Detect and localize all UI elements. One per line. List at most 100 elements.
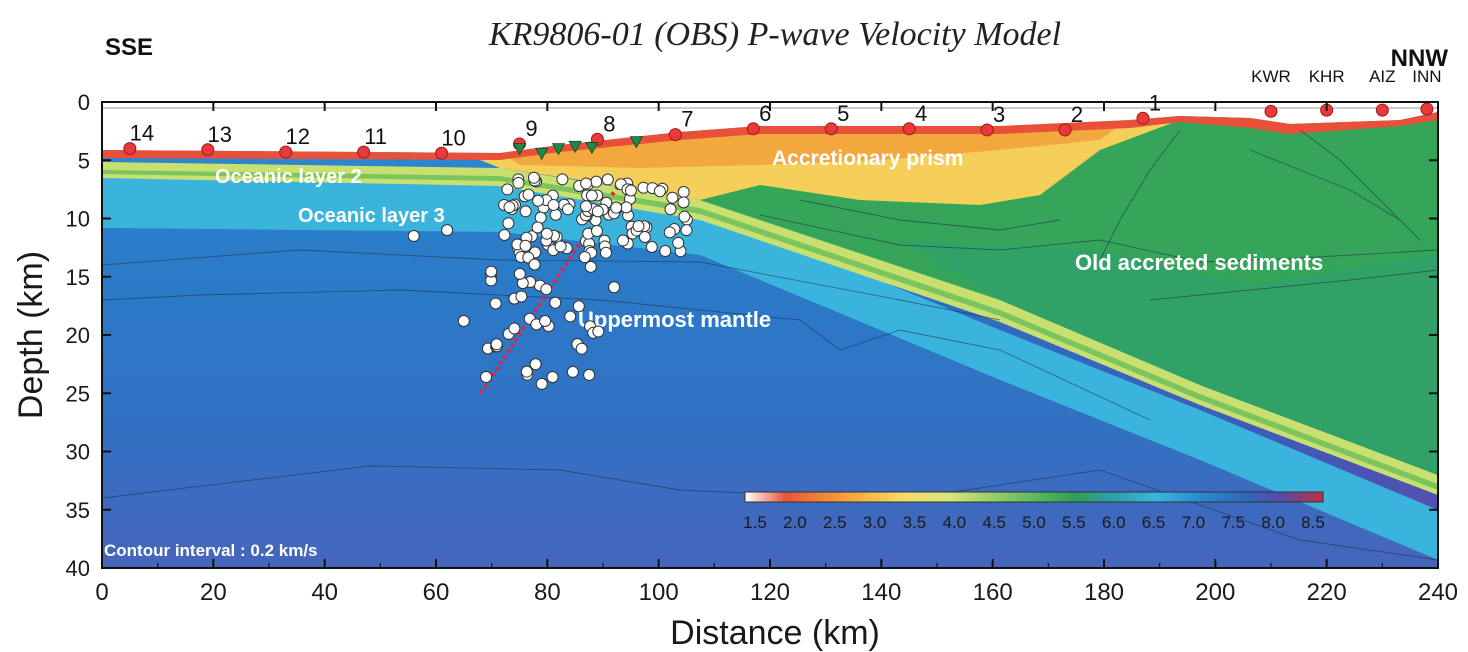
x-tick-label: 220 xyxy=(1307,579,1347,606)
x-tick-label: 100 xyxy=(639,579,679,606)
hypocenter xyxy=(520,365,533,378)
hypocenter xyxy=(508,322,521,335)
hypocenter xyxy=(624,184,637,197)
colorbar-label: 2.0 xyxy=(783,513,807,532)
hypocenter xyxy=(512,176,525,189)
colorbar-label: 6.0 xyxy=(1102,513,1126,532)
hypocenter xyxy=(590,224,603,237)
hypocenter xyxy=(531,221,544,234)
colorbar-label: 8.0 xyxy=(1261,513,1285,532)
hypocenter xyxy=(664,203,677,216)
water-column xyxy=(102,102,1438,153)
x-tick-label: 140 xyxy=(861,579,901,606)
figure-title: KR9806-01 (OBS) P-wave Velocity Model xyxy=(488,16,1061,53)
obs-station-label: 10 xyxy=(441,125,465,150)
old-accreted-deep xyxy=(900,240,1438,475)
x-tick-label: 120 xyxy=(750,579,790,606)
hypocenter xyxy=(539,315,552,328)
hypocenter xyxy=(561,203,574,216)
hypocenter xyxy=(489,297,502,310)
y-tick-label: 10 xyxy=(66,207,90,232)
oceanic-layer-2-region xyxy=(102,162,1438,495)
hypocenter xyxy=(620,201,633,214)
obs-station xyxy=(279,145,293,159)
hypocenter xyxy=(566,365,579,378)
label-accretionary-prism: Accretionary prism xyxy=(772,147,963,170)
y-tick-label: 40 xyxy=(66,556,90,581)
y-tick-label: 5 xyxy=(78,148,90,173)
oceanic-layer-2-core xyxy=(102,170,1438,490)
hypocenter xyxy=(547,198,560,211)
obs-station xyxy=(668,128,682,142)
land-station-label: KWR xyxy=(1251,67,1291,86)
land-station-label: AIZ xyxy=(1369,67,1395,86)
hypocenter xyxy=(549,208,562,221)
colorbar-label: 6.5 xyxy=(1142,513,1166,532)
y-tick-label: 20 xyxy=(66,323,90,348)
hypocenter xyxy=(672,236,685,249)
colorbar-label: 2.5 xyxy=(823,513,847,532)
hypocenter xyxy=(663,226,676,239)
shot-marker xyxy=(551,143,566,156)
x-tick-label: 160 xyxy=(973,579,1013,606)
hypocenter xyxy=(515,290,528,303)
hypocenter xyxy=(666,191,679,204)
hypocenter xyxy=(502,217,515,230)
obs-station xyxy=(824,122,838,136)
hypocenter xyxy=(617,234,630,247)
hypocenter xyxy=(529,358,542,371)
obs-station xyxy=(980,123,994,137)
hypocenter xyxy=(601,173,614,186)
hypocenter xyxy=(527,171,540,184)
hypocenter xyxy=(653,185,666,198)
hypocenter xyxy=(522,188,535,201)
shot-marker xyxy=(585,142,599,155)
obs-station-label: 4 xyxy=(915,101,927,126)
hypocenter xyxy=(485,265,498,278)
contour-lines xyxy=(102,129,1438,561)
right-direction-label: NNW xyxy=(1391,45,1449,72)
colorbar-label: 3.5 xyxy=(903,513,927,532)
hypocenter xyxy=(680,224,693,237)
hypocenter xyxy=(503,201,516,214)
colorbar: 1.5 2.0 2.5 3.0 3.5 4.0 4.5 5.0 5.5 6.0 6.5 7.0 7.5 8… xyxy=(743,491,1325,532)
hypocenter xyxy=(519,205,532,218)
colorbar-gradient xyxy=(744,491,1324,503)
hypocenter xyxy=(441,224,454,237)
hypocenter xyxy=(590,175,603,188)
obs-station-label: 11 xyxy=(364,124,387,149)
hypocenter xyxy=(554,240,567,253)
hypocenter xyxy=(584,260,597,273)
shot-marker xyxy=(568,140,582,154)
hypocenter xyxy=(407,229,420,242)
obs-station-label: 9 xyxy=(525,116,537,141)
y-tick-label: 35 xyxy=(66,498,90,523)
obs-station xyxy=(746,122,760,136)
land-station xyxy=(1420,102,1434,116)
hypocenter xyxy=(677,196,690,209)
obs-station-label: 7 xyxy=(681,107,693,132)
colorbar-label: 7.0 xyxy=(1182,513,1206,532)
hypocenter xyxy=(580,177,593,190)
left-direction-label: SSE xyxy=(105,34,153,61)
label-oceanic-layer-3: Oceanic layer 3 xyxy=(298,205,445,227)
hypocenter xyxy=(513,267,526,280)
hypocenter-group xyxy=(407,171,693,395)
shot-marker xyxy=(535,147,549,161)
label-oceanic-layer-2: Oceanic layer 2 xyxy=(215,166,362,188)
x-tick-label: 200 xyxy=(1195,579,1235,606)
obs-station-label: 14 xyxy=(130,121,154,146)
sediment-layer xyxy=(102,112,1438,160)
obs-station-label: 8 xyxy=(603,111,615,136)
x-axis-title: Distance (km) xyxy=(670,614,880,652)
hypocenter xyxy=(638,230,651,243)
colorbar-label: 4.0 xyxy=(942,513,966,532)
x-tick-label: 240 xyxy=(1418,579,1458,606)
hypocenter xyxy=(591,205,604,218)
obs-station xyxy=(902,122,916,136)
x-tick-label: 20 xyxy=(200,579,227,606)
hypocenter xyxy=(592,325,605,338)
colorbar-label: 5.5 xyxy=(1062,513,1086,532)
obs-station-label: 6 xyxy=(759,101,771,126)
